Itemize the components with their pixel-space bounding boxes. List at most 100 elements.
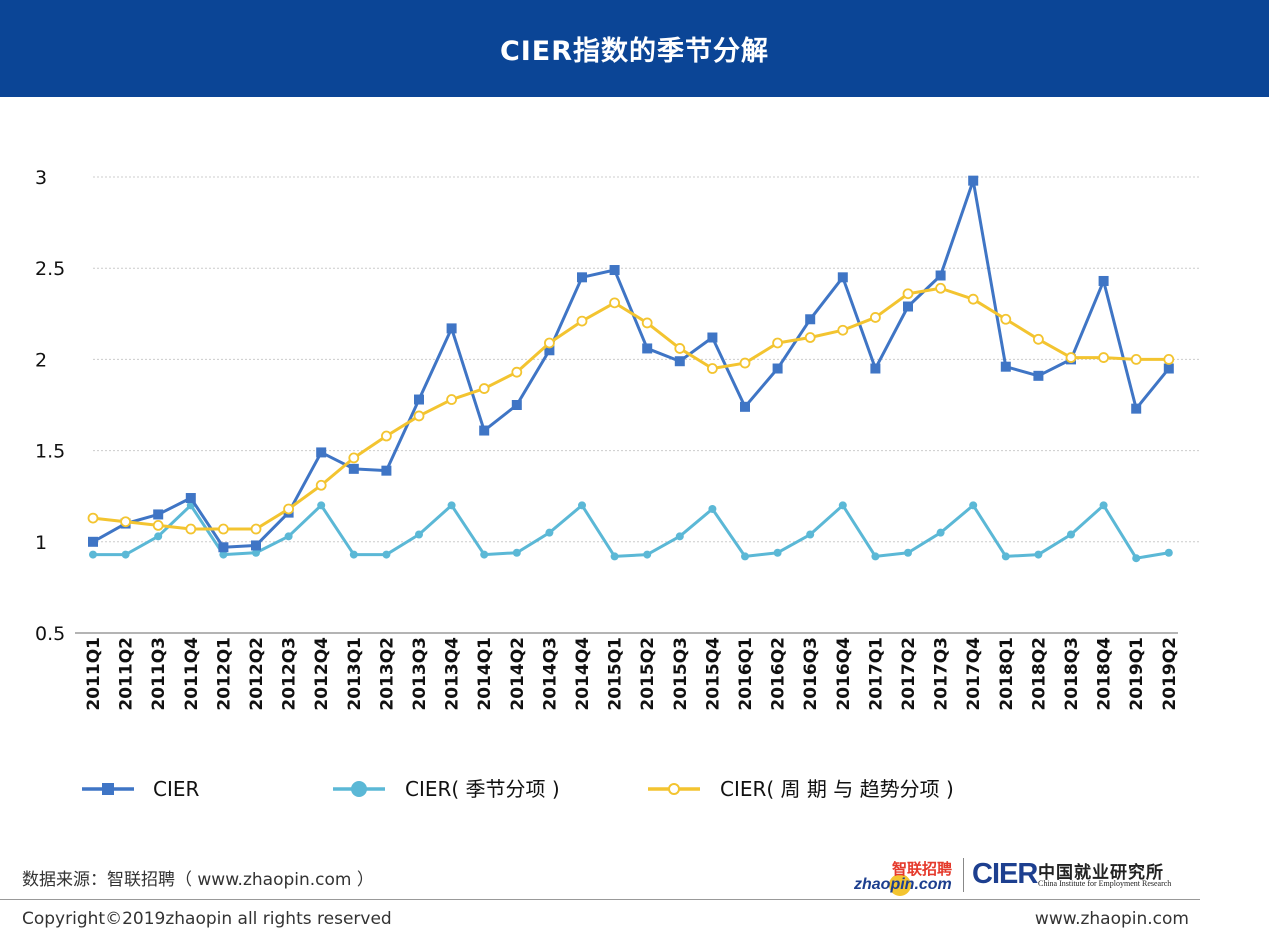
legend: CIER CIER( 季节分项 ) CIER( 周 期 与 趋势分项 ) <box>82 777 954 801</box>
website-link[interactable]: www.zhaopin.com <box>1034 909 1189 929</box>
x-tick-label: 2018Q4 <box>1095 637 1115 711</box>
data-point <box>1000 361 1011 372</box>
data-point <box>1067 530 1075 539</box>
data-point <box>969 501 978 510</box>
data-point <box>380 430 392 442</box>
x-tick-label: 2019Q2 <box>1160 637 1180 711</box>
header-bar: CIER指数的季节分解 <box>0 0 1269 97</box>
data-point <box>968 175 979 186</box>
data-point <box>870 312 881 323</box>
x-tick-label: 2016Q3 <box>801 637 821 711</box>
data-point <box>577 272 587 283</box>
data-point <box>381 465 392 476</box>
page-title: CIER指数的季节分解 <box>499 36 770 67</box>
data-point <box>185 493 196 504</box>
data-point <box>250 523 262 535</box>
data-point <box>120 516 131 528</box>
data-point <box>1132 554 1141 563</box>
data-point <box>89 550 97 559</box>
data-point <box>88 536 98 547</box>
data-point <box>772 363 783 374</box>
data-point <box>1034 550 1043 559</box>
x-tick-label: 2013Q3 <box>410 637 430 711</box>
x-tick-label: 2015Q4 <box>703 637 723 711</box>
data-point <box>152 519 164 531</box>
data-point <box>806 530 815 539</box>
data-point <box>871 552 880 561</box>
data-point <box>1098 352 1109 363</box>
y-axis-ticks: 0.5 1 1.5 2 2.5 3 <box>35 167 65 645</box>
data-point <box>674 356 685 367</box>
data-point <box>413 410 425 422</box>
data-point <box>446 323 457 334</box>
data-source: 数据来源：智联招聘（ www.zhaopin.com ） <box>22 870 374 890</box>
data-point <box>1000 313 1012 325</box>
data-point <box>804 332 816 343</box>
cier-logo: CIER <box>972 858 1038 890</box>
x-tick-label: 2012Q3 <box>280 637 300 711</box>
x-tick-label: 2013Q1 <box>345 637 365 711</box>
series-line <box>92 179 1170 549</box>
data-point <box>1098 275 1109 286</box>
data-point <box>512 548 521 557</box>
data-point <box>837 272 848 283</box>
x-tick-label: 2014Q2 <box>508 637 528 711</box>
x-tick-label: 2011Q1 <box>84 637 104 711</box>
y-tick-label: 2 <box>35 349 47 371</box>
x-tick-label: 2016Q1 <box>736 637 756 711</box>
data-point <box>544 345 555 356</box>
x-tick-label: 2016Q2 <box>769 637 789 711</box>
data-point <box>251 540 261 551</box>
data-point <box>348 463 359 474</box>
data-point <box>740 401 750 412</box>
data-point <box>1065 352 1077 363</box>
data-point <box>902 288 914 300</box>
data-point <box>1130 353 1142 365</box>
legend-label: CIER( 周 期 与 趋势分项 ) <box>720 777 954 801</box>
x-tick-label: 2011Q4 <box>182 637 202 711</box>
zhaopin-logo-dot <box>889 874 911 896</box>
data-point <box>511 400 522 410</box>
x-tick-label: 2017Q4 <box>964 637 984 711</box>
data-point <box>218 542 229 553</box>
data-point <box>610 552 619 561</box>
data-point <box>1163 353 1175 365</box>
data-point <box>675 532 684 541</box>
data-point <box>708 504 717 513</box>
data-point <box>643 550 652 559</box>
x-tick-label: 2011Q3 <box>149 637 169 711</box>
data-point <box>1033 333 1044 345</box>
data-point <box>1163 363 1174 374</box>
legend-marker <box>668 783 680 795</box>
data-point <box>805 314 816 325</box>
x-tick-label: 2015Q2 <box>638 637 658 711</box>
data-point <box>674 343 686 354</box>
data-point <box>480 550 489 559</box>
series-line <box>93 503 1170 560</box>
data-point <box>609 297 620 309</box>
data-point <box>447 501 456 510</box>
cier-logo-cn: 中国就业研究所 <box>1038 863 1164 883</box>
data-point <box>904 548 912 557</box>
y-tick-label: 2.5 <box>35 258 65 280</box>
y-tick-label: 1 <box>35 532 47 554</box>
data-point <box>1131 403 1142 414</box>
data-point <box>967 293 979 305</box>
cier-logo-en: China Institute for Employment Research <box>1038 879 1172 888</box>
data-point <box>349 550 358 559</box>
x-tick-label: 2012Q2 <box>247 637 267 711</box>
x-tick-label: 2015Q1 <box>606 637 626 711</box>
x-tick-label: 2014Q4 <box>573 637 593 711</box>
data-point <box>446 394 458 405</box>
data-point <box>838 501 847 510</box>
data-point <box>382 550 391 559</box>
data-point <box>284 532 293 541</box>
data-point <box>936 528 945 537</box>
x-tick-label: 2017Q2 <box>899 637 919 711</box>
data-point <box>348 452 360 464</box>
data-point <box>545 528 554 537</box>
grid-lines <box>75 176 1200 634</box>
data-point <box>283 503 295 515</box>
y-tick-label: 1.5 <box>35 441 65 463</box>
data-point <box>641 317 653 329</box>
